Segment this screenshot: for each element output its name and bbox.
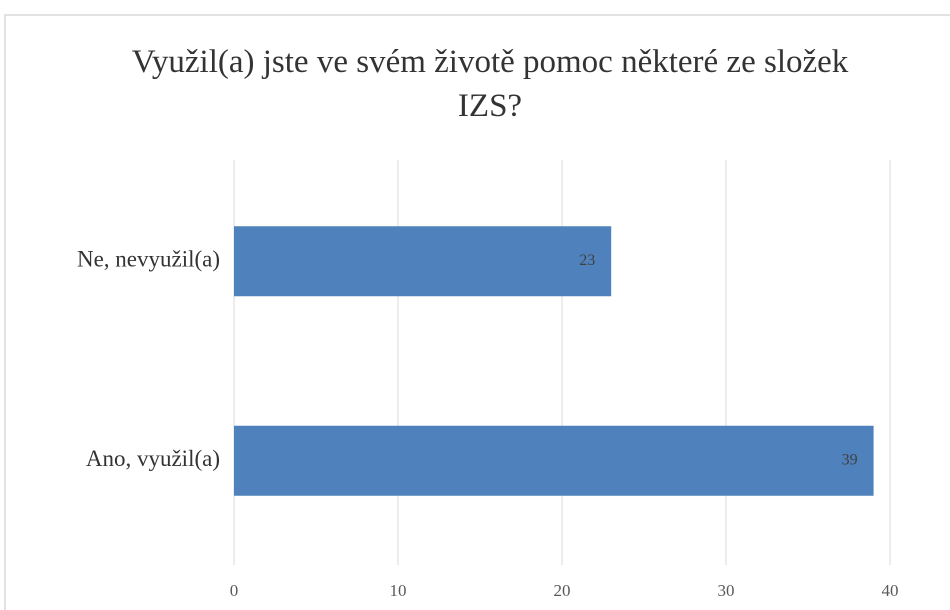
x-tick-label: 20 (554, 581, 571, 600)
y-tick-label: Ne, nevyužil(a) (77, 247, 220, 272)
bar (234, 226, 612, 297)
bar (234, 425, 874, 496)
data-label: 39 (842, 451, 858, 468)
y-tick-label: Ano, využil(a) (86, 446, 220, 471)
x-tick-label: 40 (882, 581, 899, 600)
x-tick-label: 10 (390, 581, 407, 600)
data-label: 23 (579, 252, 595, 269)
x-tick-label: 30 (718, 581, 735, 600)
chart-title: Využil(a) jste ve svém životě pomoc někt… (131, 44, 849, 124)
chart-border (4, 14, 950, 610)
x-tick-label: 0 (230, 581, 239, 600)
